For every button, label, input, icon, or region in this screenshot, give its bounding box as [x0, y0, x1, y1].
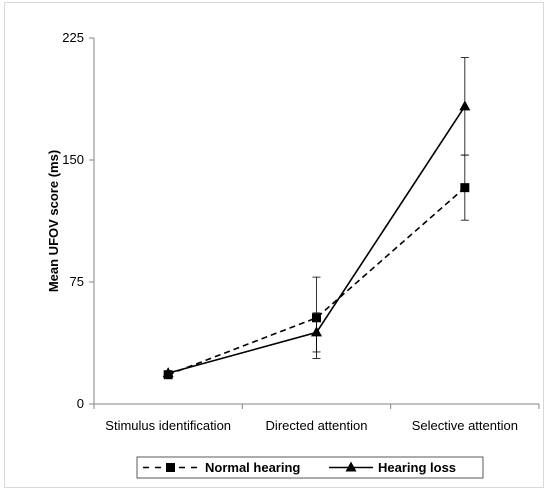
y-tick-label: 0 [77, 396, 84, 411]
y-tick-label: 75 [70, 274, 84, 289]
legend-entry: Normal hearing [143, 460, 300, 475]
legend-label: Normal hearing [205, 460, 300, 475]
data-point-triangle [459, 100, 471, 111]
y-tick-label: 225 [62, 30, 84, 45]
y-axis: 0 75 150 225 [62, 30, 95, 411]
x-tick-label: Directed attention [266, 418, 368, 433]
legend: Normal hearing Hearing loss [136, 456, 484, 479]
series-line [167, 187, 466, 376]
data-point-triangle [311, 326, 322, 337]
x-axis: Stimulus identification Directed attentio… [93, 403, 540, 433]
y-tick-label: 150 [62, 152, 84, 167]
legend-marker-triangle [345, 461, 357, 472]
legend-marker-square [166, 463, 175, 472]
y-axis-title: Mean UFOV score (ms) [46, 150, 61, 292]
legend-label: Hearing loss [378, 460, 456, 475]
data-point-square [460, 183, 470, 193]
data-point-triangle [162, 367, 174, 378]
x-tick-label: Stimulus identification [105, 418, 231, 433]
series-hearing-loss [162, 57, 471, 378]
legend-box [136, 456, 484, 479]
legend-entry: Hearing loss [329, 460, 456, 475]
x-tick-label: Selective attention [412, 418, 518, 433]
series-layer [162, 57, 471, 380]
